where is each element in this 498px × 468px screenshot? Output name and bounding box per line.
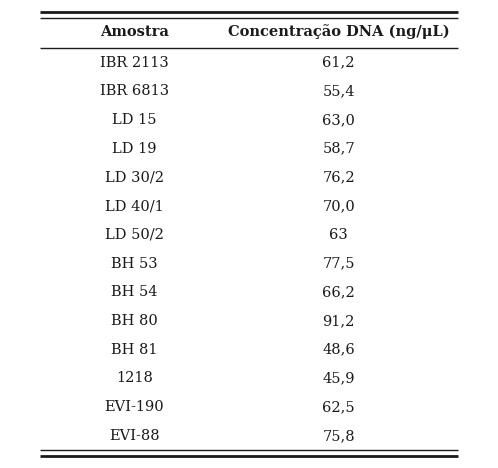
Text: LD 40/1: LD 40/1 [105, 199, 164, 213]
Text: Amostra: Amostra [100, 25, 169, 39]
Text: 76,2: 76,2 [322, 170, 355, 184]
Text: 63: 63 [329, 228, 348, 242]
Text: LD 19: LD 19 [112, 142, 157, 156]
Text: 48,6: 48,6 [322, 343, 355, 357]
Text: 70,0: 70,0 [322, 199, 355, 213]
Text: 77,5: 77,5 [322, 256, 355, 271]
Text: 58,7: 58,7 [322, 142, 355, 156]
Text: LD 50/2: LD 50/2 [105, 228, 164, 242]
Text: 75,8: 75,8 [322, 429, 355, 443]
Text: 63,0: 63,0 [322, 113, 355, 127]
Text: EVI-88: EVI-88 [109, 429, 160, 443]
Text: 62,5: 62,5 [322, 400, 355, 414]
Text: 55,4: 55,4 [322, 84, 355, 98]
Text: BH 80: BH 80 [111, 314, 158, 328]
Text: BH 54: BH 54 [111, 285, 158, 299]
Text: BH 53: BH 53 [111, 256, 158, 271]
Text: 45,9: 45,9 [322, 372, 355, 386]
Text: LD 30/2: LD 30/2 [105, 170, 164, 184]
Text: 1218: 1218 [116, 372, 153, 386]
Text: EVI-190: EVI-190 [105, 400, 164, 414]
Text: IBR 6813: IBR 6813 [100, 84, 169, 98]
Text: 91,2: 91,2 [322, 314, 355, 328]
Text: BH 81: BH 81 [111, 343, 158, 357]
Text: Concentração DNA (ng/μL): Concentração DNA (ng/μL) [228, 24, 450, 39]
Text: LD 15: LD 15 [112, 113, 157, 127]
Text: IBR 2113: IBR 2113 [100, 56, 169, 70]
Text: 66,2: 66,2 [322, 285, 355, 299]
Text: 61,2: 61,2 [322, 56, 355, 70]
